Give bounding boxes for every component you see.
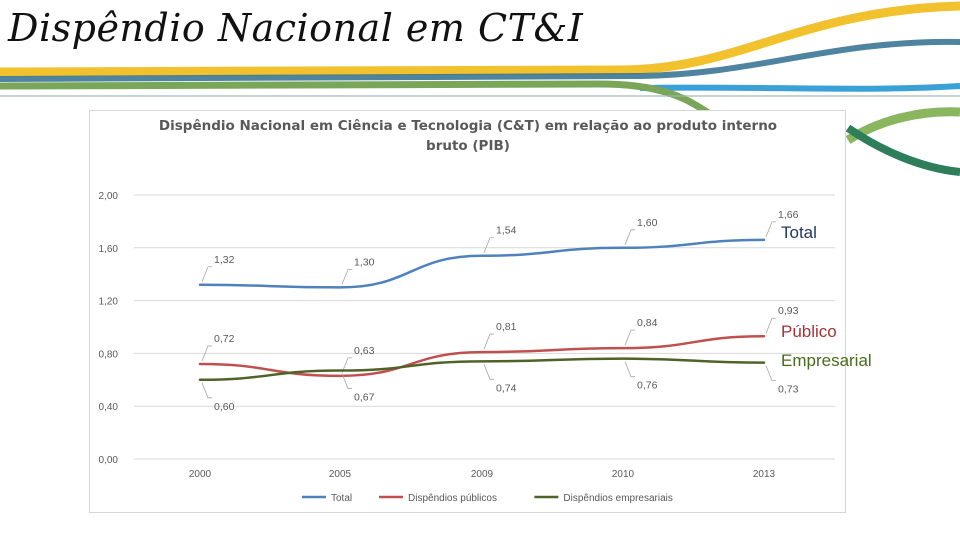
data-label-empresarial: 0,74 [496, 382, 517, 394]
data-label-empresarial: 0,60 [214, 401, 235, 413]
data-label-leader [624, 329, 635, 346]
x-tick-label: 2009 [471, 469, 494, 480]
data-label-leader [341, 357, 352, 373]
y-tick-label: 0,00 [99, 455, 119, 466]
x-tick-label: 2000 [189, 469, 212, 480]
legend-label-total: Total [331, 493, 352, 504]
side-label-empresarial: Empresarial [781, 351, 872, 370]
data-label-leader [624, 361, 635, 378]
data-label-leader [201, 382, 212, 399]
data-label-leader [201, 266, 212, 282]
ribbon-sky [639, 83, 960, 92]
data-label-publico: 0,93 [778, 305, 799, 317]
data-label-leader [483, 237, 494, 253]
data-label-empresarial: 0,67 [354, 392, 375, 404]
data-label-total: 1,30 [354, 256, 375, 268]
slide-title: Dispêndio Nacional em CT&I [8, 6, 584, 50]
data-label-leader [341, 373, 352, 389]
chart-title-line: bruto (PIB) [426, 138, 510, 154]
series-line-publico [198, 334, 766, 378]
legend-label-empresarial: Dispêndios empresariais [563, 493, 673, 504]
y-tick-label: 0,40 [99, 402, 119, 413]
x-tick-label: 2005 [329, 469, 352, 480]
y-tick-label: 0,80 [99, 349, 119, 360]
data-label-publico: 0,84 [637, 317, 658, 329]
data-label-publico: 0,81 [496, 321, 517, 333]
series-line-total [198, 238, 766, 289]
x-tick-label: 2013 [753, 469, 776, 480]
data-label-total: 1,54 [496, 225, 517, 237]
data-label-publico: 0,63 [354, 345, 375, 357]
data-label-leader [341, 268, 352, 285]
data-label-leader [483, 333, 494, 350]
data-label-leader [765, 317, 776, 334]
x-tick-label: 2010 [612, 469, 635, 480]
data-label-leader [201, 345, 212, 362]
data-label-total: 1,60 [637, 217, 658, 229]
data-label-publico: 0,72 [214, 333, 235, 345]
data-label-empresarial: 0,76 [637, 380, 658, 392]
ribbon-blue [0, 38, 960, 82]
side-label-publico: Público [781, 322, 837, 341]
y-tick-label: 2,00 [99, 191, 119, 202]
data-label-leader [765, 221, 776, 238]
y-tick-label: 1,60 [99, 244, 119, 255]
series-line-empresarial [198, 357, 766, 382]
line-chart: Dispêndio Nacional em Ciência e Tecnolog… [99, 118, 835, 504]
chart-frame: Dispêndio Nacional em Ciência e Tecnolog… [89, 110, 846, 513]
chart-title-line: Dispêndio Nacional em Ciência e Tecnolog… [159, 118, 777, 134]
data-label-leader [765, 365, 776, 382]
data-label-total: 1,32 [214, 254, 235, 266]
ribbon-dark-green-right [845, 124, 960, 176]
data-label-total: 1,66 [778, 209, 799, 221]
data-label-leader [483, 364, 494, 380]
data-label-empresarial: 0,73 [778, 384, 799, 396]
y-tick-label: 1,20 [99, 297, 119, 308]
ribbon-yellow [0, 1, 960, 77]
data-label-leader [624, 229, 635, 245]
legend-label-publico: Dispêndios públicos [408, 493, 497, 504]
side-label-total: Total [781, 223, 817, 242]
